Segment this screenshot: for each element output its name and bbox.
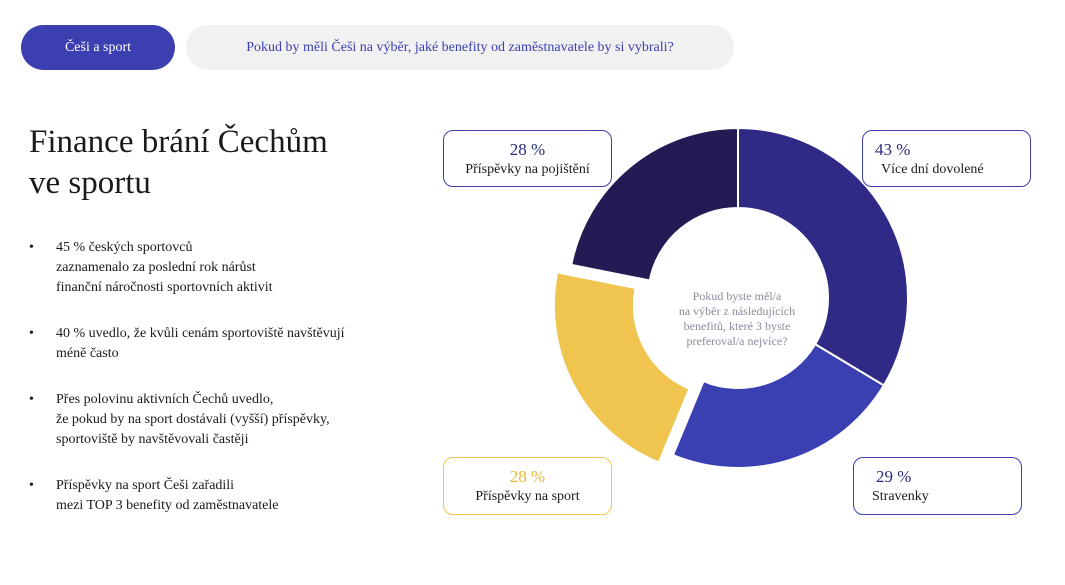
- topic-tag[interactable]: Češi a sport: [21, 25, 175, 70]
- bullet-item: • Přes polovinu aktivních Čechů uvedlo, ž…: [29, 390, 409, 450]
- slice-label-name: Stravenky: [872, 489, 929, 504]
- slice-label-name: Příspěvky na pojištění: [465, 162, 590, 177]
- bullet-text: 45 % českých sportovců zaznamenalo za po…: [56, 240, 273, 295]
- bullet-item: • 45 % českých sportovců zaznamenalo za p…: [29, 238, 409, 298]
- bullet-dot: •: [29, 326, 34, 341]
- slice-vice-dni-dovolene: [737, 126, 909, 387]
- donut-center-text: Pokud byste měl/a na výběr z následující…: [673, 289, 801, 349]
- question-banner: Pokud by měli Češi na výběr, jaké benefi…: [186, 25, 734, 70]
- title-line-2: ve sportu: [29, 165, 151, 201]
- bullet-text: 40 % uvedlo, že kvůli cenám sportoviště …: [56, 326, 345, 361]
- slice-label-name: Příspěvky na sport: [475, 489, 580, 504]
- slice-label-value: 29 %: [876, 467, 912, 486]
- bullet-item: • 40 % uvedlo, že kvůli cenám sportoviště…: [29, 324, 409, 364]
- bullet-text: Příspěvky na sport Češi zařadili mezi TO…: [56, 478, 279, 513]
- slice-label-value: 28 %: [509, 140, 546, 159]
- slice-label-value: 28 %: [509, 467, 546, 486]
- donut-center-question: Pokud byste měl/a na výběr z následující…: [678, 289, 796, 348]
- slice-prispevky-na-pojisteni: [570, 126, 739, 282]
- bullet-dot: •: [29, 240, 34, 255]
- question-text: Pokud by měli Češi na výběr, jaké benefi…: [246, 39, 674, 55]
- slice-label-sport: 28 % Příspěvky na sport: [443, 457, 612, 515]
- page-title: Finance brání Čechům ve sportu: [29, 122, 409, 204]
- bullet-dot: •: [29, 478, 34, 493]
- slice-stravenky: [671, 342, 886, 469]
- title-line-1: Finance brání Čechům: [29, 124, 328, 160]
- slice-label-pojisteni: 28 % Příspěvky na pojištění: [443, 130, 612, 187]
- bullet-list: • 45 % českých sportovců zaznamenalo za p…: [29, 238, 409, 542]
- bullet-text: Přes polovinu aktivních Čechů uvedlo, že…: [56, 392, 330, 447]
- slice-label-stravenky: 29 % Stravenky: [853, 457, 1022, 515]
- bullet-item: • Příspěvky na sport Češi zařadili mezi T…: [29, 476, 409, 516]
- topic-tag-label: Češi a sport: [64, 39, 132, 55]
- bullet-dot: •: [29, 392, 34, 407]
- slice-label-value: 43 %: [875, 140, 911, 159]
- slice-label-dovolena: 43 % Více dní dovolené: [862, 130, 1031, 187]
- donut-chart: [552, 126, 909, 469]
- slice-prispevky-na-sport: [552, 271, 691, 464]
- slice-label-name: Více dní dovolené: [881, 162, 984, 177]
